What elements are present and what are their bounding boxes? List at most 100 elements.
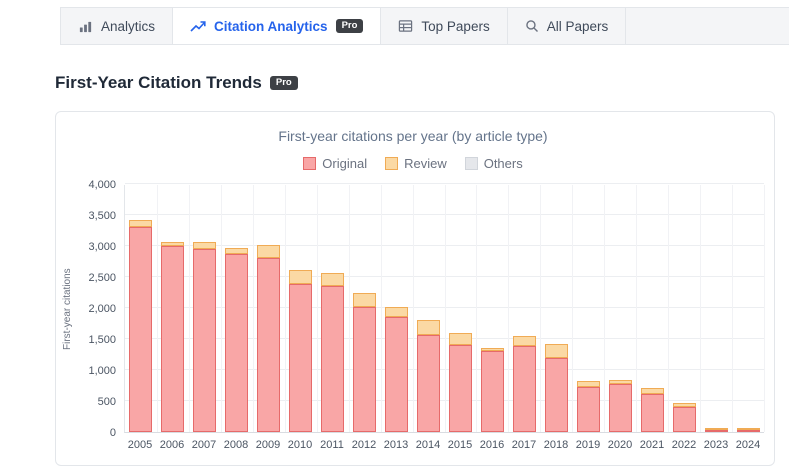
bar-group-2009[interactable] xyxy=(253,185,285,432)
bar-segment-review xyxy=(129,219,153,228)
x-tick-label: 2015 xyxy=(447,439,473,451)
tab-label: Analytics xyxy=(101,18,156,34)
gridline xyxy=(636,185,638,432)
stacked-bar xyxy=(289,269,313,432)
page-title: First-Year Citation Trends xyxy=(55,73,262,92)
tab-bar: Analytics Citation Analytics Pro Top Pap… xyxy=(60,7,789,45)
bar-segment-review xyxy=(449,333,472,345)
bar-group-2020[interactable] xyxy=(604,185,636,432)
stacked-bar xyxy=(385,307,409,432)
bar-segment-original xyxy=(736,430,760,432)
stacked-bar xyxy=(321,272,345,432)
tab-analytics[interactable]: Analytics xyxy=(61,8,174,44)
stacked-bar xyxy=(257,244,281,432)
legend-item-review[interactable]: Review xyxy=(385,156,447,171)
x-tick-label: 2022 xyxy=(671,439,697,451)
legend-label: Original xyxy=(322,156,368,171)
x-tick-label: 2024 xyxy=(735,439,761,451)
bar-segment-review xyxy=(608,379,632,384)
y-axis-title: First-year citations xyxy=(62,268,73,350)
chart-legend: Original Review Others xyxy=(62,156,764,171)
y-tick-label: 500 xyxy=(97,396,116,408)
bar-group-2010[interactable] xyxy=(285,185,317,432)
gridline xyxy=(476,185,478,432)
bar-segment-original xyxy=(225,254,249,432)
bar-group-2018[interactable] xyxy=(540,185,572,432)
trend-line-icon xyxy=(190,19,206,33)
tab-all-papers[interactable]: All Papers xyxy=(508,8,627,44)
bar-segment-review xyxy=(257,244,281,259)
y-tick-label: 1,000 xyxy=(88,365,116,377)
bar-group-2005[interactable] xyxy=(125,185,157,432)
bar-segment-review xyxy=(161,241,185,246)
bar-group-2008[interactable] xyxy=(221,185,253,432)
chart-card: First-year citations per year (by articl… xyxy=(55,111,775,466)
bar-segment-original xyxy=(129,227,153,432)
bar-group-2006[interactable] xyxy=(157,185,189,432)
stacked-bar xyxy=(129,219,153,432)
bar-segment-review xyxy=(417,319,441,335)
bar-group-2019[interactable] xyxy=(572,185,604,432)
tab-label: All Papers xyxy=(546,18,609,34)
bar-group-2023[interactable] xyxy=(700,185,732,432)
legend-item-original[interactable]: Original xyxy=(303,156,367,171)
stacked-bar xyxy=(640,388,664,432)
bar-group-2022[interactable] xyxy=(668,185,700,432)
bar-segment-review xyxy=(512,335,536,347)
stacked-bar xyxy=(544,343,568,432)
x-tick-label: 2006 xyxy=(159,439,185,451)
legend-label: Review xyxy=(404,156,447,171)
bar-segment-review xyxy=(576,380,600,387)
x-tick-label: 2005 xyxy=(127,439,153,451)
y-tick-label: 3,500 xyxy=(88,210,116,222)
gridline xyxy=(764,185,765,432)
stacked-bar xyxy=(704,428,728,432)
bar-group-2024[interactable] xyxy=(732,185,764,432)
stacked-bar xyxy=(225,247,249,432)
bar-segment-original xyxy=(512,346,536,432)
x-tick-label: 2009 xyxy=(255,439,281,451)
bar-group-2015[interactable] xyxy=(445,185,477,432)
y-tick-label: 2,000 xyxy=(88,303,116,315)
gridline xyxy=(700,185,702,432)
bar-chart-icon xyxy=(78,19,93,34)
stacked-bar xyxy=(672,403,696,432)
bar-segment-original xyxy=(385,316,409,432)
bar-segment-original xyxy=(576,386,600,432)
bar-segment-original xyxy=(289,284,313,432)
bar-group-2014[interactable] xyxy=(413,185,445,432)
bar-segment-review xyxy=(736,428,760,430)
bar-segment-review xyxy=(289,269,313,285)
bar-group-2017[interactable] xyxy=(508,185,540,432)
gridline xyxy=(220,185,222,432)
plot-area xyxy=(124,183,765,433)
bar-group-2012[interactable] xyxy=(349,185,381,432)
bar-segment-original xyxy=(480,351,504,432)
chart-title: First-year citations per year (by articl… xyxy=(278,128,548,144)
x-tick-label: 2012 xyxy=(351,439,377,451)
gridline xyxy=(732,185,734,432)
bar-segment-original xyxy=(544,357,568,432)
pro-badge: Pro xyxy=(335,19,364,33)
bar-group-2016[interactable] xyxy=(476,185,508,432)
y-tick-label: 4,000 xyxy=(88,179,116,191)
tab-top-papers[interactable]: Top Papers xyxy=(381,8,508,44)
bar-segment-original xyxy=(608,383,632,432)
tab-citation-analytics[interactable]: Citation Analytics Pro xyxy=(173,8,382,44)
bar-group-2011[interactable] xyxy=(317,185,349,432)
tab-label: Top Papers xyxy=(421,18,490,34)
bar-segment-review xyxy=(640,388,664,394)
bar-segment-review xyxy=(480,347,504,352)
x-axis-labels: 2005 2006 2007 2008 2009 2010 2011 2012 2013 2014… xyxy=(124,439,764,451)
bar-group-2013[interactable] xyxy=(381,185,413,432)
legend-swatch xyxy=(464,157,478,170)
gridline xyxy=(348,185,350,432)
gridline xyxy=(508,185,510,432)
bar-group-2007[interactable] xyxy=(189,185,221,432)
gridline xyxy=(252,185,254,432)
bar-group-2021[interactable] xyxy=(636,185,668,432)
bar-segment-review xyxy=(385,307,409,317)
bar-segment-original xyxy=(640,393,664,432)
bar-segment-original xyxy=(417,334,441,432)
legend-item-others[interactable]: Others xyxy=(464,156,523,171)
